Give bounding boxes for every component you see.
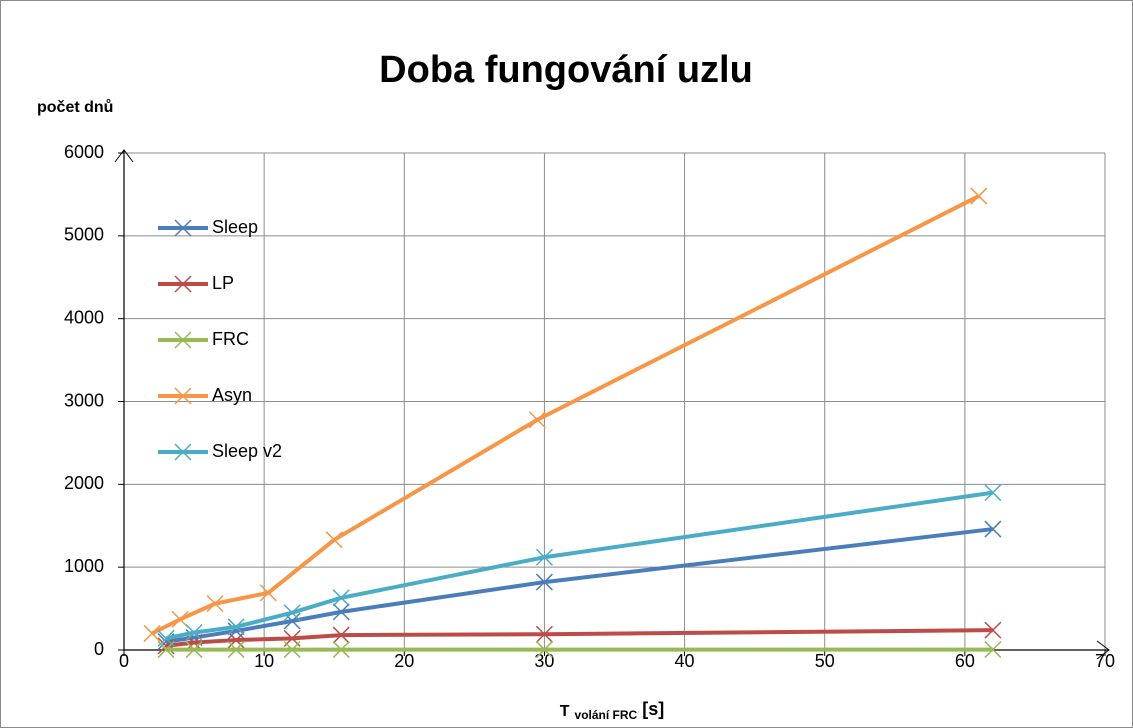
- y-axis-label: počet dnů: [37, 99, 113, 116]
- legend-label: Sleep v2: [212, 441, 282, 461]
- point-marker: [157, 629, 175, 647]
- point-marker: [984, 520, 1002, 538]
- point-marker: [332, 641, 350, 659]
- point-marker: [984, 621, 1002, 639]
- point-marker: [332, 589, 350, 607]
- point-marker: [283, 641, 301, 659]
- y-axis-arrow: [114, 149, 134, 163]
- legend-marker: [174, 275, 192, 293]
- point-marker: [970, 187, 988, 205]
- legend-marker: [174, 387, 192, 405]
- point-marker: [259, 584, 277, 602]
- x-label-main: T: [560, 703, 570, 720]
- x-label-unit: [s]: [642, 699, 664, 719]
- chart-title: Doba fungování uzlu: [379, 49, 753, 91]
- x-tick-label: 10: [254, 651, 274, 671]
- x-tick-label: 60: [955, 651, 975, 671]
- point-marker: [332, 603, 350, 621]
- legend-label: LP: [212, 273, 234, 293]
- point-marker: [535, 641, 553, 659]
- point-marker: [984, 641, 1002, 659]
- x-tick-label: 50: [815, 651, 835, 671]
- point-marker: [185, 641, 203, 659]
- y-tick-label: 2000: [64, 473, 104, 493]
- point-marker: [535, 625, 553, 643]
- y-tick-label: 0: [94, 639, 104, 659]
- point-marker: [185, 624, 203, 642]
- x-tick-label: 40: [675, 651, 695, 671]
- y-tick-label: 3000: [64, 390, 104, 410]
- x-tick-label: 30: [534, 651, 554, 671]
- point-marker: [535, 548, 553, 566]
- point-marker: [143, 624, 161, 642]
- y-tick-label: 1000: [64, 556, 104, 576]
- legend-marker: [174, 331, 192, 349]
- legend-marker: [174, 219, 192, 237]
- point-marker: [535, 573, 553, 591]
- point-marker: [206, 595, 224, 613]
- x-axis-label: T volání FRC [s]: [560, 699, 664, 725]
- x-label-sub: volání FRC: [575, 708, 638, 722]
- legend-label: Sleep: [212, 217, 258, 237]
- x-tick-label: 70: [1095, 651, 1115, 671]
- y-tick-label: 5000: [64, 225, 104, 245]
- legend-marker: [174, 443, 192, 461]
- point-marker: [325, 531, 343, 549]
- y-tick-label: 4000: [64, 307, 104, 327]
- x-axis-arrow: [1096, 640, 1110, 660]
- point-marker: [227, 618, 245, 636]
- point-marker: [528, 411, 546, 429]
- x-tick-label: 20: [394, 651, 414, 671]
- point-marker: [984, 484, 1002, 502]
- legend-label: Asyn: [212, 385, 252, 405]
- x-tick-label: 0: [119, 651, 129, 671]
- point-marker: [227, 641, 245, 659]
- y-tick-label: 6000: [64, 142, 104, 162]
- point-marker: [283, 604, 301, 622]
- legend-label: FRC: [212, 329, 249, 349]
- point-marker: [227, 631, 245, 649]
- point-marker: [332, 626, 350, 644]
- point-marker: [171, 610, 189, 628]
